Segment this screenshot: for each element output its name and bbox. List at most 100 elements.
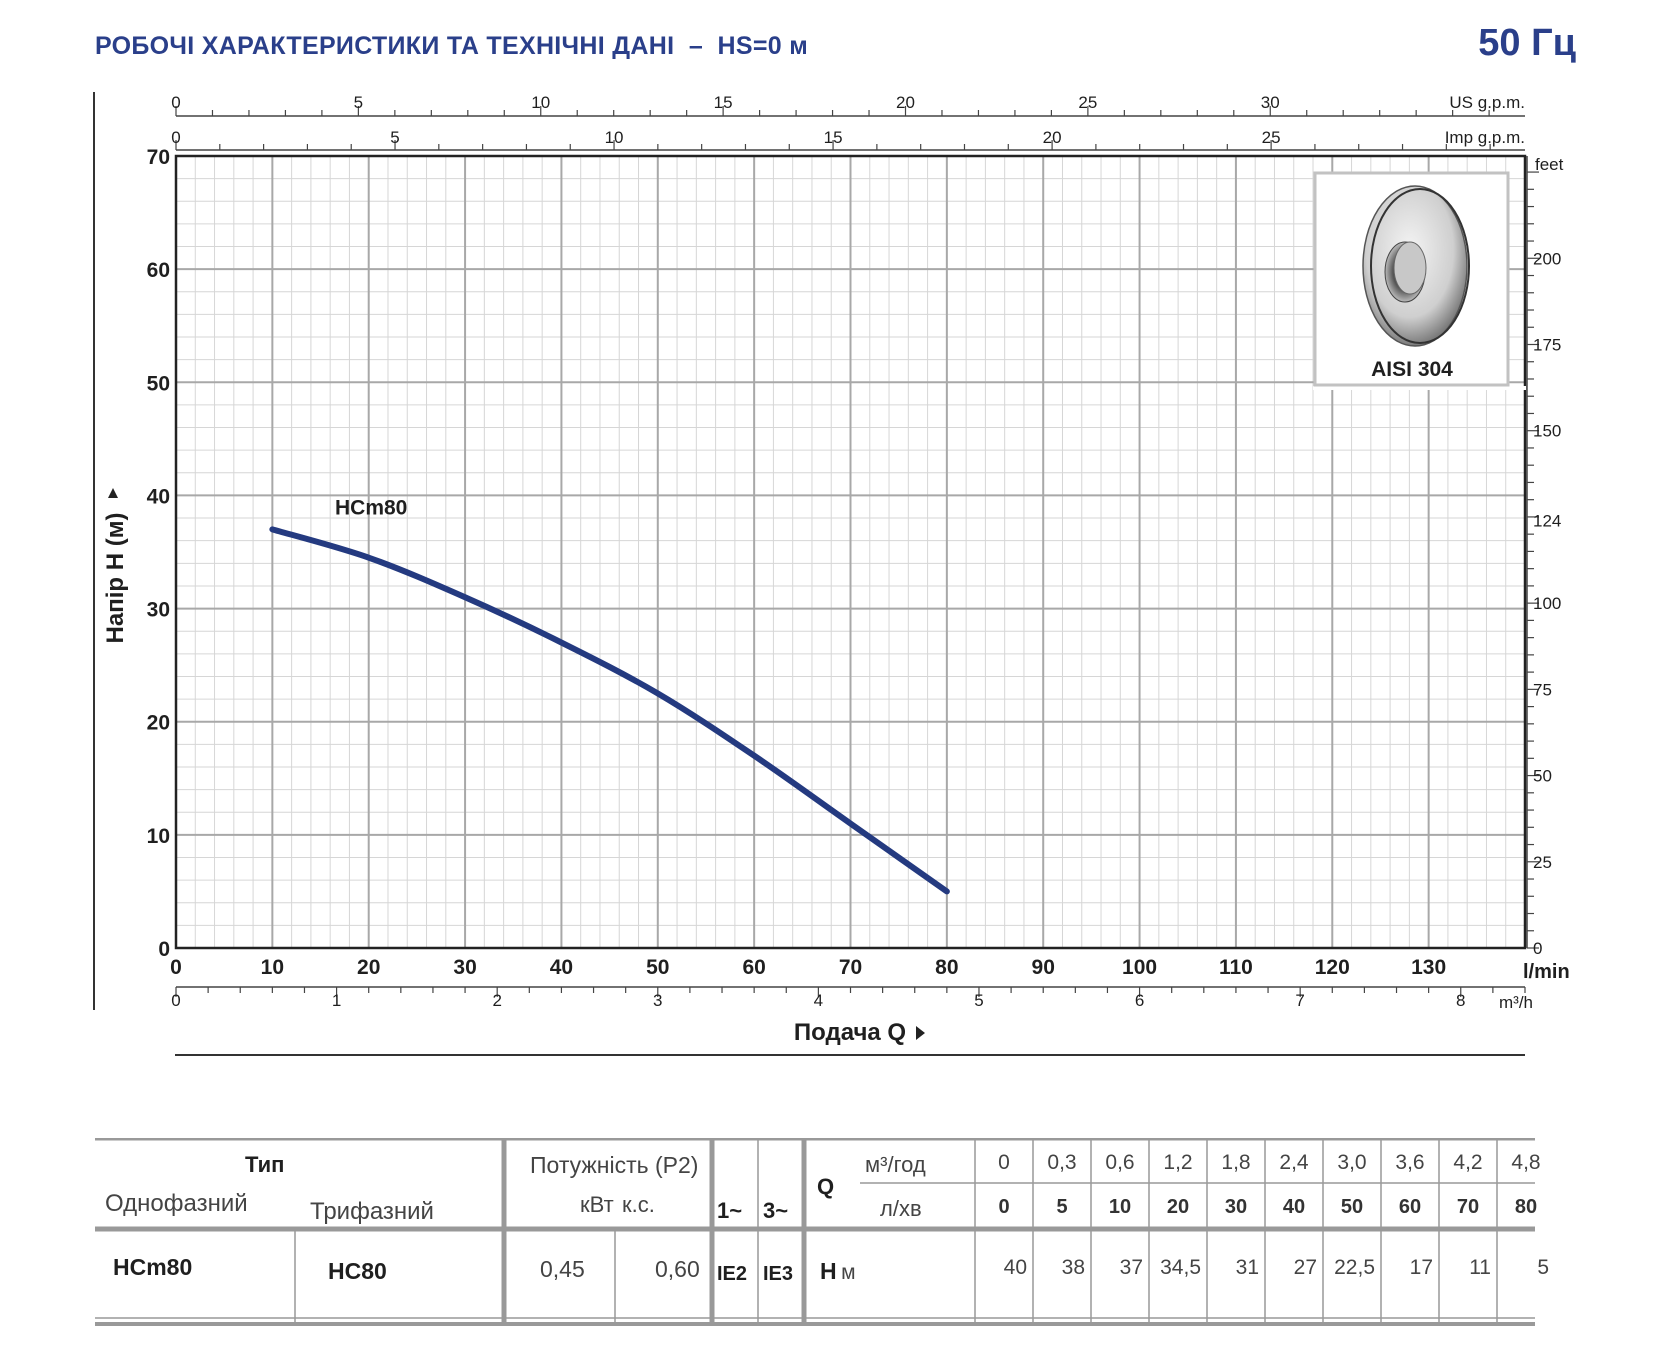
head-value-cell: 27 — [1293, 1256, 1317, 1279]
head-value-cell: 40 — [1003, 1256, 1027, 1279]
series-layer: HCm80 — [269, 497, 950, 895]
m3h-tick-label: 2 — [492, 991, 501, 1010]
x-tick-label: 20 — [357, 956, 380, 979]
row-kw: 0,45 — [540, 1256, 585, 1282]
x-tick-label: 100 — [1122, 956, 1157, 979]
imp-gpm-tick-label: 0 — [171, 128, 180, 147]
row-three-model: HC80 — [328, 1258, 387, 1284]
flow-lmin-cell: 70 — [1456, 1196, 1480, 1218]
feet-tick-label: 0 — [1533, 939, 1542, 958]
col-single-header: Однофазний — [105, 1190, 248, 1217]
series-line-hcm80 — [269, 526, 950, 895]
imp-gpm-tick-label: 10 — [605, 128, 624, 147]
flow-lmin-cell: 60 — [1398, 1196, 1422, 1218]
feet-unit-label: feet — [1535, 155, 1564, 174]
feet-tick-label: 50 — [1533, 767, 1552, 786]
x-tick-label: 90 — [1032, 956, 1055, 979]
x-tick-label: 10 — [261, 956, 284, 979]
us-gpm-tick-label: 30 — [1261, 93, 1280, 112]
feet-tick-label: 175 — [1533, 335, 1561, 354]
feet-tick-label: 100 — [1533, 594, 1561, 613]
y-axis-arrow-icon — [108, 488, 118, 498]
row-ie-single: IE2 — [717, 1263, 748, 1285]
feet-tick-label: 200 — [1533, 249, 1561, 268]
row-h-symbol: H — [820, 1258, 837, 1284]
flow-lmin-cell: 50 — [1340, 1196, 1364, 1218]
row-h-unit: м — [841, 1261, 856, 1284]
frequency-label: 50 Гц — [1478, 22, 1576, 64]
flow-m3h-cell: 0,6 — [1105, 1151, 1135, 1174]
feet-tick-label: 150 — [1533, 422, 1561, 441]
head-value-cell: 22,5 — [1334, 1256, 1375, 1279]
flow-m3h-cell: 4,8 — [1511, 1151, 1541, 1174]
feet-tick-label: 75 — [1533, 680, 1552, 699]
inset-label: AISI 304 — [1371, 358, 1453, 381]
flow-m3h-cell: 4,2 — [1453, 1151, 1483, 1174]
flow-m3h-cell: 1,2 — [1163, 1151, 1193, 1174]
m3h-unit-label: m³/h — [1499, 993, 1533, 1012]
imp-gpm-tick-label: 25 — [1262, 128, 1281, 147]
x-axis-arrow-icon — [916, 1026, 925, 1040]
m3h-tick-label: 8 — [1456, 991, 1465, 1010]
feet-tick-label: 124 — [1533, 511, 1561, 530]
flow-m3h-cell: 1,8 — [1221, 1151, 1251, 1174]
flow-m3h-cell: 0 — [998, 1151, 1010, 1174]
col-power-header: Потужність (P2) — [530, 1152, 699, 1178]
flow-lmin-cell: 5 — [1056, 1196, 1068, 1218]
impeller-hub-face — [1393, 241, 1427, 295]
head-value-cell: 31 — [1235, 1256, 1259, 1279]
imp-gpm-tick-label: 5 — [390, 128, 399, 147]
x-tick-label: 110 — [1219, 956, 1253, 979]
y-axis-label: Напір H (м) — [102, 513, 129, 644]
row-ie-three: IE3 — [763, 1263, 794, 1285]
x-axis-label: Подача Q — [794, 1019, 906, 1046]
col-1ph-header: 1~ — [717, 1198, 743, 1223]
x-tick-label: 70 — [839, 956, 862, 979]
flow-lmin-cell: 30 — [1224, 1196, 1248, 1218]
head-value-cell: 34,5 — [1160, 1256, 1201, 1279]
m3h-tick-label: 5 — [974, 991, 983, 1010]
m3h-tick-label: 7 — [1295, 991, 1304, 1010]
head-value-cell: 11 — [1469, 1256, 1491, 1279]
col-three-header: Трифазний — [310, 1198, 434, 1225]
feet-tick-label: 25 — [1533, 853, 1552, 872]
row-h-label: H м — [820, 1258, 856, 1285]
flow-lmin-cell: 0 — [998, 1196, 1010, 1218]
page-title: РОБОЧІ ХАРАКТЕРИСТИКИ ТА ТЕХНІЧНІ ДАНІ –… — [95, 32, 808, 60]
table-cells: Тип Однофазний Трифазний Потужність (P2)… — [95, 1138, 1549, 1338]
imp-gpm-tick-label: 20 — [1043, 128, 1062, 147]
x-tick-label: 60 — [742, 956, 765, 979]
us-gpm-tick-label: 5 — [354, 93, 363, 112]
flow-lmin-cell: 80 — [1514, 1196, 1538, 1218]
flow-m3h-cell: 2,4 — [1279, 1151, 1309, 1174]
x-unit-label: l/min — [1523, 961, 1570, 983]
flow-lmin-cell: 40 — [1282, 1196, 1306, 1218]
y-tick-label: 0 — [158, 938, 170, 961]
x-tick-label: 120 — [1315, 956, 1350, 979]
head-value-cell: 37 — [1119, 1256, 1143, 1279]
head-value-cell: 5 — [1537, 1256, 1549, 1279]
imp-gpm-tick-label: 15 — [824, 128, 843, 147]
impeller-rim — [1370, 188, 1470, 344]
us-gpm-tick-label: 15 — [714, 93, 733, 112]
y-tick-label: 50 — [147, 372, 170, 395]
x-tick-label: 50 — [646, 956, 669, 979]
flow-m3h-cell: 3,6 — [1395, 1151, 1425, 1174]
y-tick-label: 10 — [147, 825, 170, 848]
col-lmin-header: л/хв — [880, 1196, 922, 1221]
series-label: HCm80 — [335, 497, 407, 520]
col-type-header: Тип — [245, 1152, 285, 1177]
m3h-tick-label: 3 — [653, 991, 662, 1010]
x-tick-label: 80 — [935, 956, 958, 979]
m3h-tick-label: 6 — [1135, 991, 1144, 1010]
m3h-tick-label: 0 — [171, 991, 180, 1010]
flow-m3h-cell: 3,0 — [1337, 1151, 1367, 1174]
impeller-inset: AISI 304 — [1313, 171, 1526, 390]
head-value-cell: 38 — [1061, 1256, 1085, 1279]
col-m3h-header: м³/год — [865, 1152, 926, 1177]
x-tick-label: 30 — [453, 956, 476, 979]
m3h-tick-label: 1 — [332, 991, 341, 1010]
x-tick-label: 0 — [170, 956, 182, 979]
y-tick-label: 70 — [147, 146, 170, 169]
